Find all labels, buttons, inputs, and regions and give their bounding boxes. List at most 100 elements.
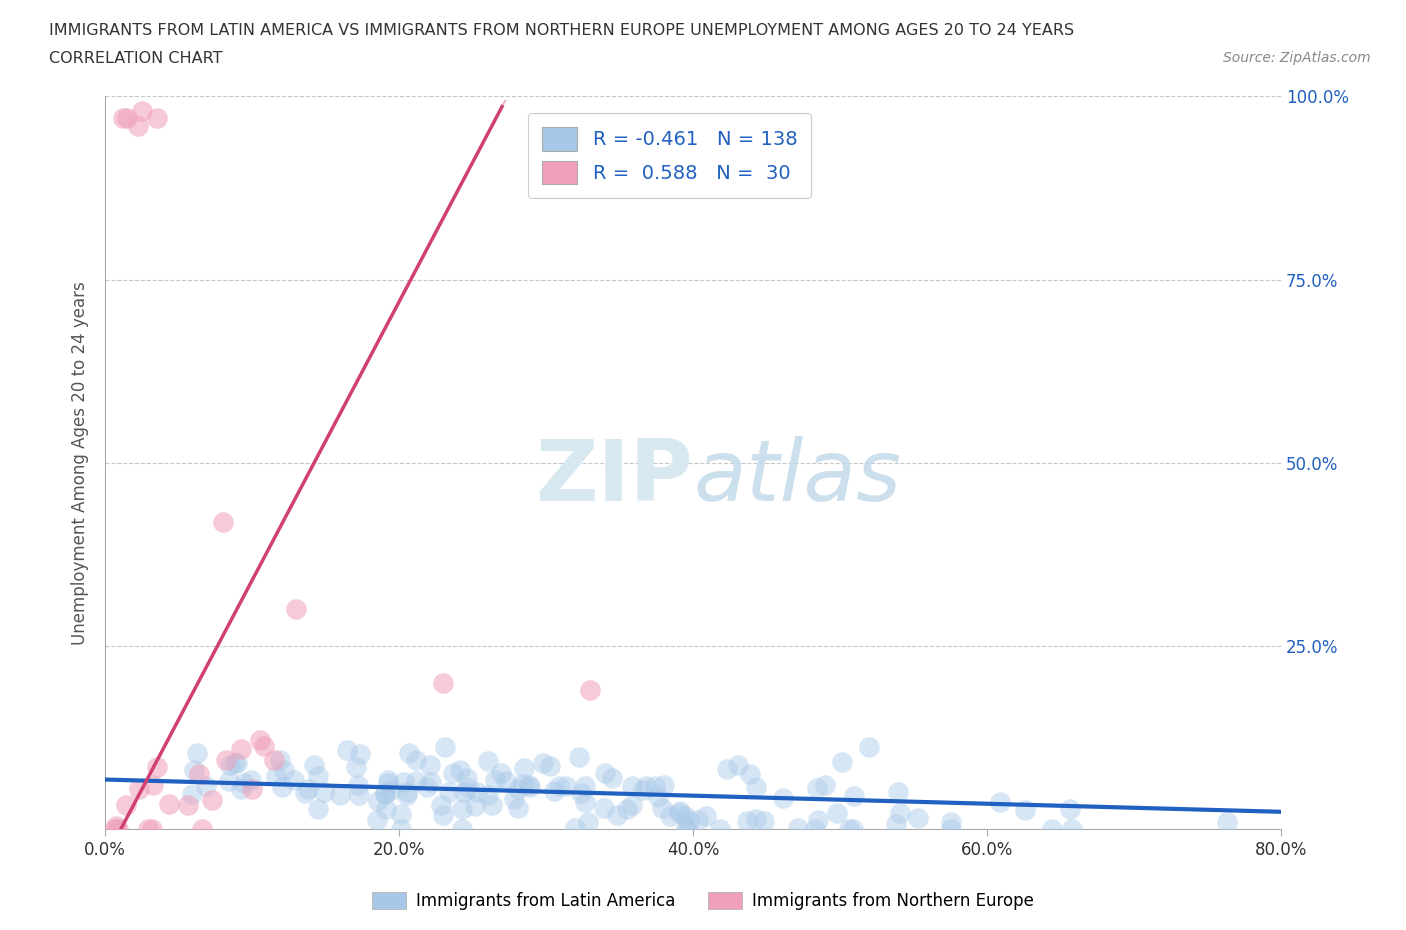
Point [449,763,471,777]
Point [621,797,644,812]
Point [654,777,676,792]
Text: ZIP: ZIP [536,436,693,519]
Point [186,746,208,761]
Point [226,756,249,771]
Point [128,782,150,797]
Point [477,788,499,803]
Text: CORRELATION CHART: CORRELATION CHART [49,51,222,66]
Point [858,739,880,754]
Point [519,779,541,794]
Point [456,770,478,785]
Point [620,778,643,793]
Point [302,758,325,773]
Point [450,802,472,817]
Point [884,816,907,830]
Point [264,768,287,783]
Point [659,808,682,823]
Point [686,813,709,828]
Point [831,754,853,769]
Point [457,781,479,796]
Point [668,805,690,820]
Point [432,807,454,822]
Point [1059,802,1081,817]
Point [131,103,153,118]
Point [481,797,503,812]
Point [269,753,291,768]
Point [477,753,499,768]
Point [503,791,526,806]
Point [489,765,512,780]
Point [224,756,246,771]
Point [531,755,554,770]
Point [389,821,412,836]
Point [1040,821,1063,836]
Point [678,814,700,829]
Point [263,752,285,767]
Point [651,800,673,815]
Point [453,785,475,800]
Point [249,733,271,748]
Point [548,778,571,793]
Point [437,784,460,799]
Point [145,759,167,774]
Point [673,808,696,823]
Point [285,602,308,617]
Point [307,768,329,783]
Point [420,775,443,790]
Point [104,819,127,834]
Point [745,811,768,826]
Point [336,743,359,758]
Point [190,821,212,836]
Point [347,788,370,803]
Point [107,821,129,836]
Point [907,811,929,826]
Point [398,746,420,761]
Point [415,779,437,794]
Point [669,804,692,818]
Point [104,821,127,836]
Point [740,766,762,781]
Point [675,821,697,836]
Point [430,798,453,813]
Point [157,796,180,811]
Point [183,762,205,777]
Point [886,785,908,800]
Point [841,821,863,836]
Point [568,749,591,764]
Point [111,111,134,126]
Point [939,815,962,830]
Point [377,773,399,788]
Point [367,794,389,809]
Point [377,776,399,790]
Point [240,782,263,797]
Point [484,773,506,788]
Point [837,821,859,836]
Point [389,807,412,822]
Point [574,778,596,793]
Point [1060,821,1083,836]
Point [538,758,561,773]
Point [709,821,731,836]
Legend: R = -0.461   N = 138, R =  0.588   N =  30: R = -0.461 N = 138, R = 0.588 N = 30 [529,113,811,198]
Point [307,802,329,817]
Point [395,787,418,802]
Point [644,778,666,793]
Point [297,782,319,797]
Point [647,789,669,804]
Text: IMMIGRANTS FROM LATIN AMERICA VS IMMIGRANTS FROM NORTHERN EUROPE UNEMPLOYMENT AM: IMMIGRANTS FROM LATIN AMERICA VS IMMIGRA… [49,23,1074,38]
Point [434,739,457,754]
Point [889,805,911,820]
Text: Source: ZipAtlas.com: Source: ZipAtlas.com [1223,51,1371,65]
Point [374,787,396,802]
Point [142,777,165,792]
Point [495,774,517,789]
Point [188,766,211,781]
Point [506,782,529,797]
Point [218,773,240,788]
Point [735,814,758,829]
Point [395,785,418,800]
Point [419,758,441,773]
Point [579,683,602,698]
Point [467,784,489,799]
Point [752,814,775,829]
